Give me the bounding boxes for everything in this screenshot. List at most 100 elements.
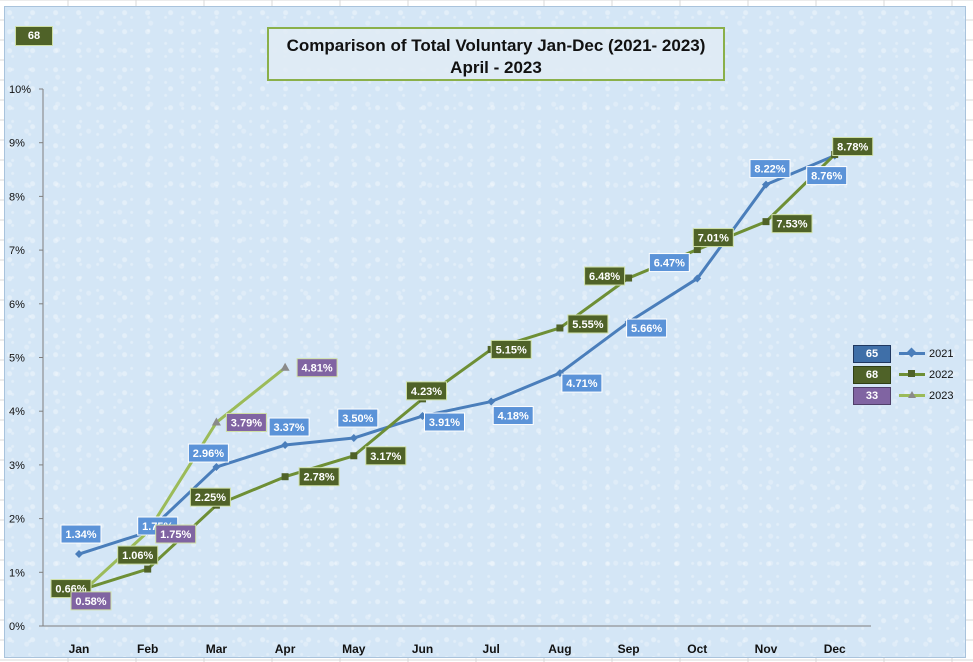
data-label-box (626, 318, 668, 338)
chart-title-box: Comparison of Total Voluntary Jan-Dec (2… (267, 27, 725, 81)
data-label-text: 8.78% (837, 142, 868, 154)
diamond-marker-icon (906, 347, 917, 358)
data-label-text: 5.15% (496, 344, 527, 356)
data-label-text: 3.37% (273, 422, 304, 434)
data-label: 8.22% (749, 159, 791, 179)
legend-item-2022: 68 2022 (853, 364, 963, 385)
data-label: 3.17% (365, 446, 407, 466)
data-point (762, 218, 770, 226)
x-tick-label: Feb (137, 642, 158, 656)
x-tick-label: Jun (412, 642, 433, 656)
data-label-text: 2.25% (195, 492, 226, 504)
x-tick-label: Jan (69, 642, 90, 656)
data-label-text: 2.96% (193, 448, 224, 460)
y-tick-label: 0% (9, 621, 25, 633)
data-label-text: 8.76% (811, 171, 842, 183)
legend-line-2021 (899, 347, 925, 358)
y-tick-label: 4% (9, 406, 25, 418)
data-point (212, 463, 221, 472)
data-label: 7.01% (692, 228, 734, 248)
series-line-2021 (78, 154, 836, 556)
corner-badge: 68 (15, 26, 53, 46)
data-label-box (268, 417, 310, 437)
data-point (75, 550, 83, 559)
data-label-text: 3.91% (429, 417, 460, 429)
x-tick-label: Mar (206, 642, 228, 656)
y-tick-label: 1% (9, 567, 25, 579)
legend-badge: 65 (853, 344, 891, 363)
data-label: 3.79% (225, 412, 267, 432)
y-tick-label: 8% (9, 191, 25, 203)
data-label: 0.58% (70, 591, 112, 611)
data-point (693, 274, 702, 283)
legend-item-2023: 33 2023 (853, 385, 963, 406)
legend-label: 2022 (929, 368, 954, 381)
data-label-text: 1.34% (65, 529, 96, 541)
data-label: 6.47% (648, 253, 690, 273)
data-label-box (490, 339, 532, 359)
y-tick-label: 9% (9, 138, 25, 150)
data-label-text: 5.66% (631, 323, 662, 335)
legend-label: 2023 (929, 389, 954, 402)
data-label: 4.81% (296, 358, 338, 378)
data-label: 8.76% (806, 166, 848, 186)
data-label-box (771, 214, 813, 234)
data-label-box (225, 412, 267, 432)
data-label-box (155, 524, 197, 544)
x-tick-label: Aug (548, 642, 571, 656)
data-point (350, 452, 358, 460)
data-label-box (189, 487, 231, 507)
legend: 65 2021 68 2022 33 2023 (853, 343, 963, 406)
data-label-box (117, 545, 159, 565)
x-tick-label: Oct (687, 642, 707, 656)
data-label: 1.75% (155, 524, 197, 544)
data-label-box (832, 137, 874, 157)
square-marker-icon (908, 370, 915, 377)
data-label: 3.37% (268, 417, 310, 437)
x-tick-label: Dec (824, 642, 846, 656)
chart-title: Comparison of Total Voluntary Jan-Dec (2… (286, 36, 706, 55)
data-label: 6.48% (584, 266, 626, 286)
triangle-marker-icon (908, 391, 916, 398)
data-label: 2.96% (187, 443, 229, 463)
data-label: 3.50% (337, 408, 379, 428)
data-point (144, 565, 152, 573)
data-label-box (806, 166, 848, 186)
data-label-text: 1.06% (122, 550, 153, 562)
chart-area[interactable]: 0% 1% 2% 3% 4% 5% 6% 7% 8% 9% 10% Jan Feb Mar Apr May Ju… (4, 6, 966, 658)
data-label-box (337, 408, 379, 428)
series-line-2023 (77, 366, 287, 596)
data-point (762, 180, 770, 189)
data-label-box (648, 253, 690, 273)
y-tick-label: 2% (9, 514, 25, 526)
data-label: 2.25% (189, 487, 231, 507)
legend-line-2023 (899, 391, 925, 398)
data-label-text: 4.18% (498, 411, 529, 423)
data-point (487, 397, 496, 406)
data-label-box (70, 591, 112, 611)
data-label-box (60, 524, 102, 544)
data-label-text: 7.53% (776, 219, 807, 231)
data-label-text: 3.17% (370, 451, 401, 463)
legend-badge: 33 (853, 386, 891, 405)
data-label-text: 5.55% (572, 319, 603, 331)
y-tick-label: 6% (9, 299, 25, 311)
data-label: 5.55% (567, 314, 609, 334)
y-tick-label: 7% (9, 245, 25, 257)
data-label: 1.34% (60, 524, 102, 544)
data-label-text: 3.79% (231, 417, 262, 429)
x-tick-label: Apr (275, 642, 296, 656)
data-label: 5.15% (490, 339, 532, 359)
data-label: 4.18% (492, 406, 534, 426)
data-label-box (567, 314, 609, 334)
data-point (211, 417, 221, 426)
data-label-box (492, 406, 534, 426)
data-label: 2.78% (298, 467, 340, 487)
data-label-text: 7.01% (698, 233, 729, 245)
data-label-text: 2.78% (303, 472, 334, 484)
data-label-box (749, 159, 791, 179)
data-point (625, 274, 633, 282)
x-tick-label: Nov (755, 642, 778, 656)
chart-subtitle: April - 2023 (450, 58, 542, 77)
data-label-box (187, 443, 229, 463)
